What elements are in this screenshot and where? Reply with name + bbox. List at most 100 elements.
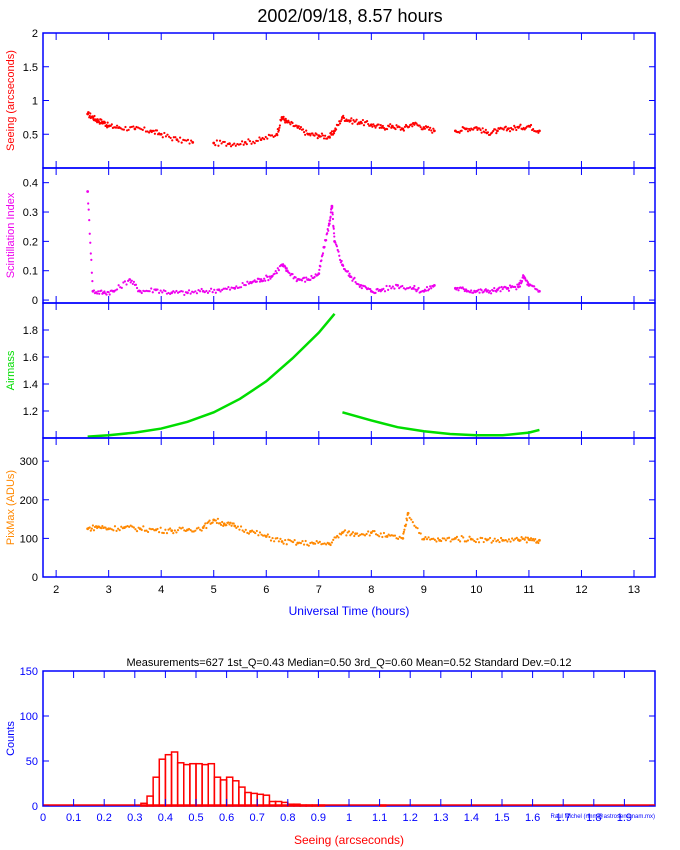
- data-point: [264, 135, 267, 139]
- data-point: [488, 536, 492, 540]
- data-point: [269, 277, 272, 280]
- data-point: [323, 134, 327, 137]
- data-point: [253, 142, 256, 145]
- data-point: [169, 527, 172, 530]
- data-point: [90, 258, 93, 261]
- data-point: [291, 273, 294, 276]
- data-point: [514, 285, 517, 289]
- data-point: [465, 127, 469, 130]
- histogram-bar: [152, 776, 161, 807]
- data-point: [525, 541, 528, 544]
- data-point: [335, 128, 338, 131]
- data-point: [378, 535, 381, 538]
- data-point: [268, 275, 271, 278]
- data-point: [273, 540, 276, 543]
- data-point: [461, 286, 464, 289]
- data-point: [432, 283, 436, 287]
- data-point: [318, 540, 321, 543]
- data-point: [247, 138, 250, 141]
- data-point: [138, 289, 142, 293]
- x-tick-label: 1.7: [556, 812, 571, 824]
- data-point: [352, 119, 355, 122]
- data-point: [161, 291, 164, 294]
- data-point: [220, 142, 223, 145]
- data-point: [402, 532, 405, 535]
- data-point: [228, 288, 232, 291]
- x-tick-label: 1.6: [525, 812, 540, 824]
- data-point: [351, 122, 354, 125]
- x-tick-label: 0.3: [127, 812, 142, 824]
- data-point: [482, 290, 485, 293]
- data-point: [518, 285, 522, 288]
- data-point: [512, 128, 515, 131]
- data-point: [311, 132, 314, 135]
- data-point: [222, 287, 225, 290]
- data-point: [319, 265, 322, 268]
- data-point: [258, 531, 262, 534]
- data-point: [326, 137, 329, 140]
- data-point: [148, 290, 151, 293]
- data-point: [466, 130, 470, 133]
- data-point: [194, 529, 197, 532]
- x-tick-label: 1: [346, 812, 352, 824]
- data-point: [486, 131, 490, 134]
- data-point: [122, 281, 125, 284]
- data-point: [402, 530, 405, 533]
- data-point: [239, 525, 243, 528]
- data-point: [201, 526, 205, 529]
- data-point: [88, 232, 91, 235]
- data-point: [173, 529, 176, 532]
- data-point: [320, 259, 323, 262]
- histogram-bar: [158, 758, 167, 807]
- data-point: [232, 522, 235, 525]
- data-point: [151, 527, 154, 531]
- data-point: [229, 145, 233, 148]
- data-point: [159, 289, 162, 292]
- data-point: [338, 258, 342, 262]
- data-point: [378, 126, 381, 129]
- histogram-bar: [189, 762, 197, 807]
- data-point: [427, 536, 430, 539]
- data-point: [537, 541, 540, 545]
- x-tick-label: 13: [628, 584, 640, 596]
- data-point: [402, 129, 405, 132]
- data-point: [519, 123, 522, 126]
- data-point: [89, 529, 92, 532]
- histogram-bar: [225, 776, 234, 807]
- data-point: [458, 131, 461, 134]
- data-point: [93, 114, 96, 118]
- data-point: [268, 535, 271, 539]
- histogram-bar: [207, 762, 216, 807]
- x-tick-label: 10: [470, 584, 482, 596]
- data-point: [393, 534, 397, 537]
- data-point: [406, 511, 410, 515]
- data-point: [308, 132, 311, 135]
- data-point: [532, 128, 535, 131]
- data-point: [416, 527, 419, 530]
- data-point: [148, 131, 151, 134]
- x-tick-label: 0.1: [66, 812, 81, 824]
- data-point: [419, 532, 422, 535]
- airmass-line-1: [342, 411, 540, 437]
- data-point: [499, 536, 503, 540]
- data-point: [332, 225, 335, 229]
- data-point: [329, 131, 332, 135]
- data-point: [472, 291, 475, 294]
- histogram-bar: [244, 791, 252, 807]
- data-point: [103, 121, 107, 124]
- data-point: [342, 114, 345, 117]
- y-axis-label: Counts: [5, 721, 17, 756]
- data-point: [258, 280, 262, 283]
- data-point: [465, 540, 468, 543]
- data-point: [164, 528, 167, 531]
- data-point: [313, 275, 316, 279]
- data-point: [131, 282, 134, 286]
- data-point: [309, 278, 312, 281]
- data-point: [534, 537, 537, 541]
- y-tick-label: 0.2: [23, 236, 38, 248]
- data-point: [90, 527, 93, 530]
- x-tick-label: 0.6: [219, 812, 234, 824]
- data-point: [117, 527, 120, 530]
- data-point: [114, 126, 118, 129]
